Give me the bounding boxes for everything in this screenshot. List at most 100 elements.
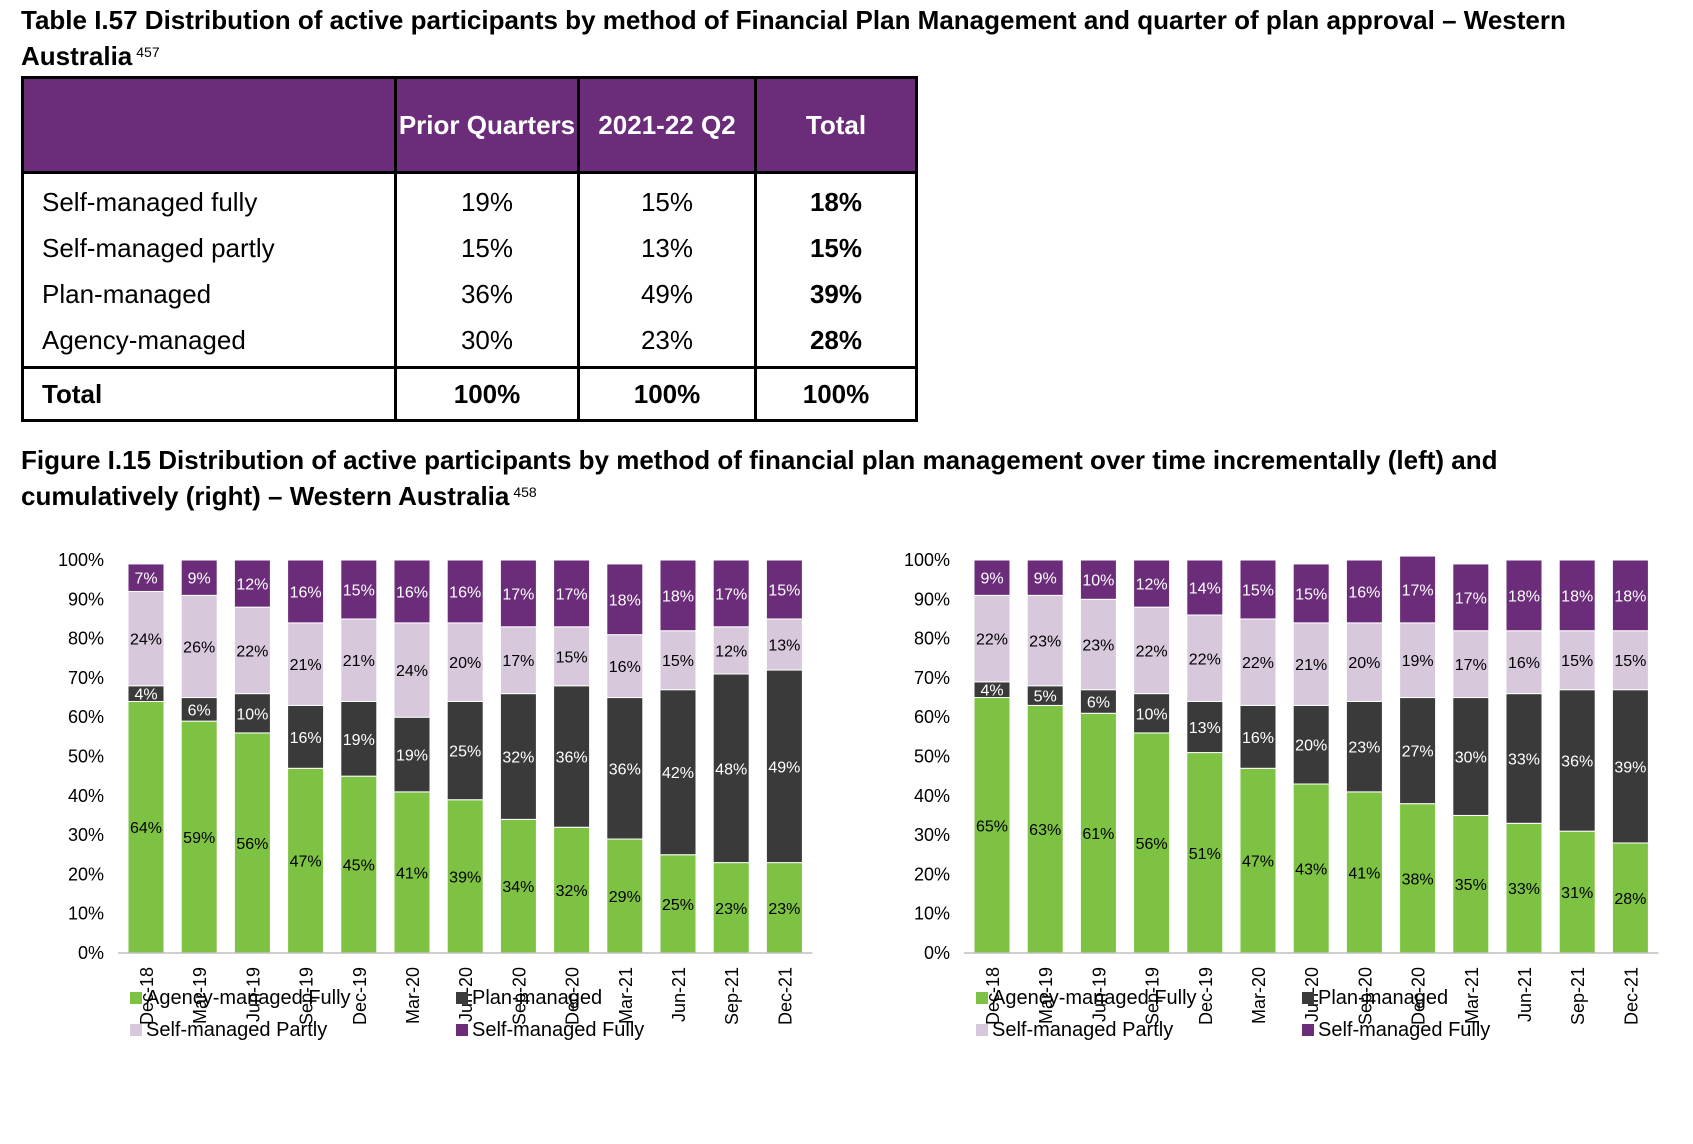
right-bar-label: 15% [1561, 653, 1593, 670]
left-bar-label: 19% [343, 732, 375, 749]
left-bar-label: 41% [396, 865, 428, 882]
total-q2: 100% [577, 366, 757, 422]
left-bar-label: 10% [236, 706, 268, 723]
right-bar-label: 56% [1136, 836, 1168, 853]
left-x-tick-label: Mar-21 [616, 967, 636, 1024]
left-x-tick-label: Dec-21 [775, 967, 795, 1025]
left-bar-segment [765, 559, 803, 620]
left-bar-segment [233, 606, 271, 695]
left-bar-label: 4% [134, 687, 157, 704]
left-bar-label: 56% [236, 836, 268, 853]
header-total: Total [754, 76, 918, 174]
right-bar-label: 22% [976, 632, 1008, 649]
left-bar-segment [765, 618, 803, 671]
left-bar-label: 42% [662, 765, 694, 782]
right-bar-segment [973, 697, 1011, 954]
left-bar-label: 32% [556, 883, 588, 900]
right-bar-segment [1026, 559, 1064, 596]
left-bar-label: 24% [396, 663, 428, 680]
left-legend-label: Agency-managed Fully [146, 987, 351, 1009]
left-legend-swatch [130, 1024, 142, 1036]
left-bar-segment [553, 685, 591, 828]
table-row: Self-managed fully 19% 15% 18% [21, 172, 918, 225]
right-bar-label: 6% [1087, 694, 1110, 711]
left-bar-label: 26% [183, 639, 215, 656]
left-y-tick-label: 50% [68, 747, 104, 767]
left-y-tick-label: 40% [68, 786, 104, 806]
right-bar-label: 15% [1242, 582, 1274, 599]
left-bar-segment [180, 559, 218, 596]
right-bar-segment [1133, 559, 1171, 608]
right-y-tick-label: 10% [914, 904, 950, 924]
right-x-tick-label: Mar-20 [1249, 967, 1269, 1024]
left-bar-label: 25% [449, 744, 481, 761]
left-bar-label: 17% [556, 586, 588, 603]
left-bar-label: 18% [662, 588, 694, 605]
right-bar-segment [1133, 693, 1171, 734]
right-y-tick-label: 60% [914, 707, 950, 727]
left-bar-segment [553, 826, 591, 954]
left-bar-label: 36% [556, 750, 588, 767]
right-bar-segment [1505, 822, 1543, 954]
right-bar-label: 18% [1561, 588, 1593, 605]
left-bar-label: 16% [290, 730, 322, 747]
plan-management-table: Prior Quarters 2021-22 Q2 Total Self-man… [21, 76, 918, 422]
right-y-tick-label: 80% [914, 629, 950, 649]
left-bar-label: 21% [290, 657, 322, 674]
right-bar-segment [1452, 563, 1490, 632]
right-bar-label: 39% [1614, 759, 1646, 776]
right-bar-segment [1239, 559, 1277, 620]
right-bar-label: 23% [1029, 634, 1061, 651]
right-bar-segment [1452, 697, 1490, 816]
left-bar-segment [659, 689, 697, 856]
left-bar-segment [659, 630, 697, 691]
left-y-tick-label: 70% [68, 668, 104, 688]
right-bar-segment [1292, 622, 1330, 706]
right-legend-label: Self-managed Partly [992, 1019, 1173, 1041]
header-blank [21, 76, 397, 174]
left-bar-label: 15% [662, 653, 694, 670]
left-x-tick-label: Jun-19 [243, 967, 263, 1022]
left-bar-label: 39% [449, 869, 481, 886]
cell-total: 39% [754, 271, 918, 317]
table-caption-text: Table I.57 Distribution of active partic… [21, 5, 1566, 71]
left-x-tick-label: Dec-20 [563, 967, 583, 1025]
left-bar-segment [712, 862, 750, 954]
left-bar-segment [499, 818, 537, 954]
right-bar-label: 21% [1295, 657, 1327, 674]
left-bar-segment [233, 693, 271, 734]
right-bar-label: 63% [1029, 822, 1061, 839]
table-header-row: Prior Quarters 2021-22 Q2 Total [21, 76, 918, 174]
right-bar-label: 17% [1402, 582, 1434, 599]
left-bar-label: 22% [236, 643, 268, 660]
left-bar-label: 12% [236, 577, 268, 594]
right-legend-swatch [976, 992, 988, 1004]
right-bar-segment [1505, 630, 1543, 695]
left-bar-label: 18% [609, 592, 641, 609]
table-total-row: Total 100% 100% 100% [21, 366, 918, 422]
right-x-tick-label: Sep-21 [1568, 967, 1588, 1025]
left-bar-label: 24% [130, 632, 162, 649]
cell-total: 18% [754, 172, 918, 225]
right-bar-label: 41% [1348, 865, 1380, 882]
right-bar-label: 35% [1455, 877, 1487, 894]
right-x-tick-label: Dec-21 [1621, 967, 1641, 1025]
left-y-tick-label: 30% [68, 825, 104, 845]
left-bar-segment [287, 704, 325, 769]
left-bar-label: 7% [134, 571, 157, 588]
left-bar-label: 34% [502, 879, 534, 896]
left-x-tick-label: Dec-18 [137, 967, 157, 1025]
cell-q2: 15% [577, 172, 757, 225]
right-bar-segment [973, 559, 1011, 596]
left-bar-label: 6% [188, 702, 211, 719]
left-bar-segment [340, 618, 378, 702]
total-prior: 100% [394, 366, 580, 422]
left-bar-segment [393, 716, 431, 793]
right-bar-segment [1079, 559, 1117, 600]
right-bar-segment [1611, 689, 1649, 844]
left-bar-label: 29% [609, 889, 641, 906]
left-bar-label: 16% [609, 659, 641, 676]
right-bar-label: 15% [1614, 653, 1646, 670]
left-legend-label: Self-managed Partly [146, 1019, 327, 1041]
right-bar-segment [1133, 606, 1171, 695]
